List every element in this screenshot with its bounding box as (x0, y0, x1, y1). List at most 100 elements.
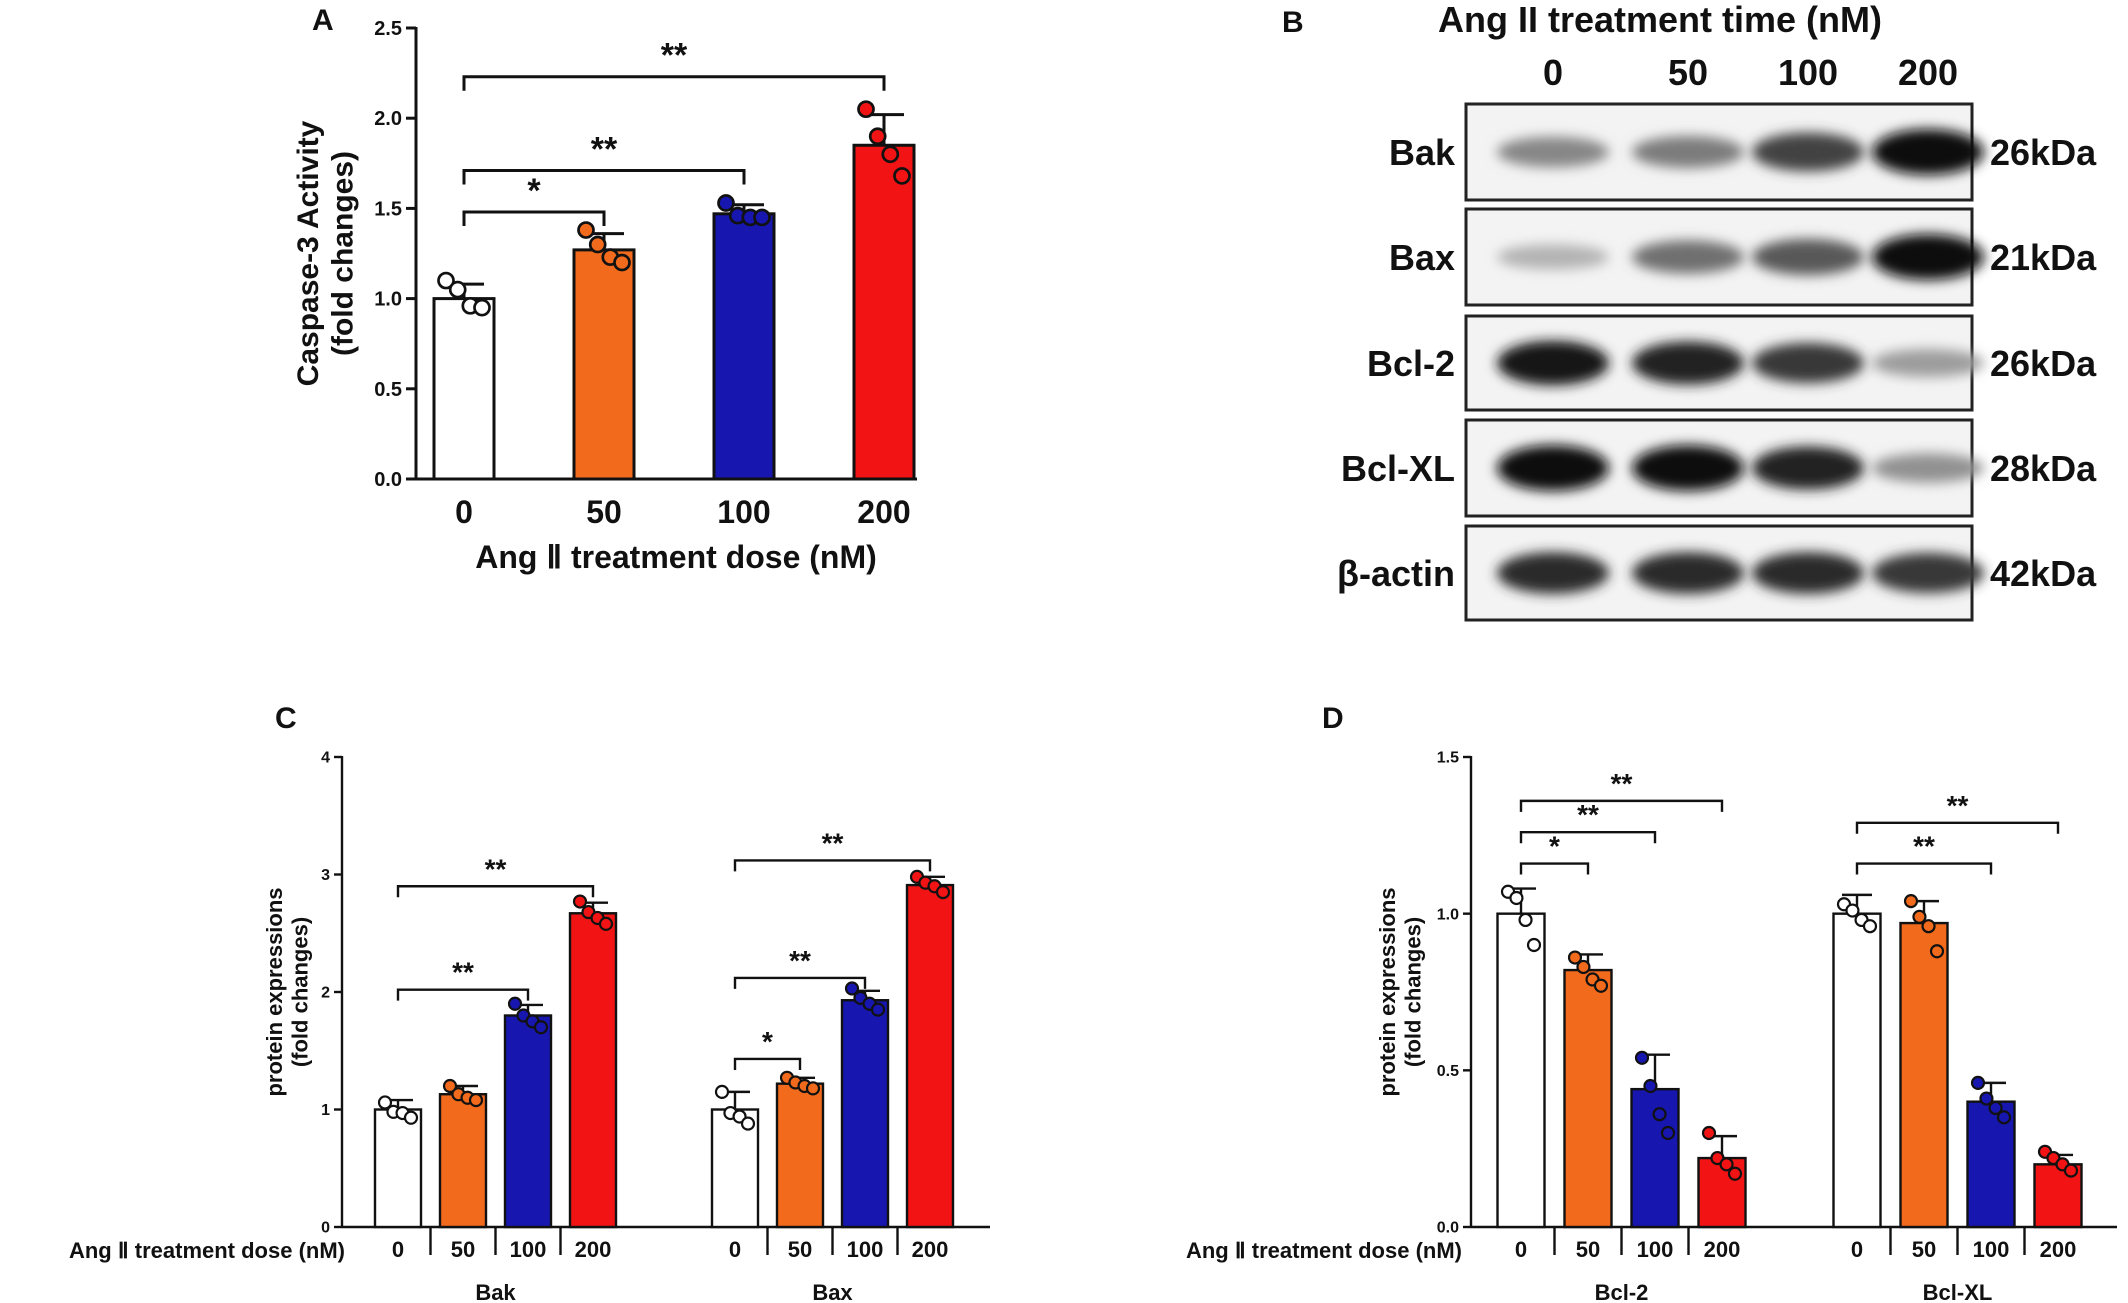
x-tick-label: 200 (857, 494, 910, 530)
data-point (714, 1084, 730, 1099)
x-tick-label: 100 (847, 1237, 884, 1262)
data-point (1701, 1125, 1717, 1141)
blot-band (1872, 349, 1984, 377)
data-point (1593, 978, 1609, 993)
data-point (740, 1116, 756, 1131)
bar (432, 297, 496, 481)
significance-bracket (462, 169, 746, 185)
bar (438, 1093, 488, 1229)
y-axis-title-line2: (fold changes) (287, 917, 312, 1067)
significance-label: ** (1611, 768, 1633, 799)
protein-label: Bak (1389, 132, 1456, 173)
panel-label-c: C (275, 702, 297, 735)
chart-d: 0.0 0.5 1.0 1.5 protein expressions(fold cha… (1186, 750, 2117, 1303)
significance-label: ** (661, 37, 688, 75)
blot-band (1752, 132, 1864, 172)
x-tick-label: 50 (1912, 1237, 1936, 1262)
x-tick-label: 0 (729, 1237, 741, 1262)
data-point (1518, 912, 1533, 928)
blot-title: Ang II treatment time (nM) (1438, 0, 1882, 40)
chart-c: 0 1 2 3 4 protein expressions(fold changes) 0 5… (69, 750, 990, 1303)
x-tick-label: 0 (392, 1237, 404, 1262)
data-point (468, 1093, 484, 1108)
data-point (377, 1095, 393, 1110)
data-point (1634, 1050, 1650, 1065)
data-point (1576, 959, 1591, 975)
blot-band (1872, 453, 1984, 483)
data-point (844, 981, 860, 996)
data-point (572, 894, 588, 909)
x-tick-label: 100 (510, 1237, 547, 1262)
y-tick-label: 1.5 (374, 198, 402, 220)
x-tick-label: 0 (1515, 1237, 1527, 1262)
data-point (437, 271, 455, 290)
protein-label: Bcl-2 (1367, 343, 1455, 384)
x-tick-label: 100 (717, 494, 770, 530)
data-point (717, 194, 735, 212)
blot-band (1632, 136, 1744, 168)
bar (775, 1082, 825, 1229)
significance-bracket (733, 976, 867, 989)
x-axis-title: Ang Ⅱ treatment dose (nM) (1186, 1238, 1462, 1263)
bar (712, 212, 776, 481)
data-point (533, 1020, 549, 1035)
x-tick-label: 50 (1576, 1237, 1600, 1262)
blot-band (1497, 244, 1609, 270)
y-axis-title-line1: Caspase-3 Activity (292, 120, 325, 386)
significance-label: ** (789, 945, 811, 976)
blot-band (1497, 445, 1609, 491)
data-point (1567, 950, 1583, 965)
y-tick-label: 1.0 (1437, 906, 1459, 923)
bar (1899, 921, 1949, 1229)
data-point (1970, 1075, 1986, 1090)
significance-bracket (1519, 799, 1724, 812)
y-axis-title-line1: protein expressions (1375, 887, 1400, 1096)
data-point (753, 208, 771, 227)
data-point (577, 221, 595, 239)
group-label: Bcl-2 (1595, 1280, 1649, 1303)
x-tick-label: 200 (2040, 1237, 2077, 1262)
data-point (1509, 890, 1524, 906)
blot-band (1497, 552, 1609, 594)
data-point (1996, 1110, 2012, 1125)
y-axis-title: protein expressions(fold changes) (262, 887, 312, 1096)
panel-label-b: B (1282, 6, 1304, 39)
blot-band (1632, 341, 1744, 385)
bar (568, 912, 618, 1229)
significance-bracket (733, 859, 932, 872)
data-point (598, 916, 614, 931)
significance-bracket (1519, 862, 1590, 875)
bar (840, 999, 890, 1229)
data-point (1643, 1078, 1658, 1094)
significance-label: ** (452, 957, 474, 988)
y-tick-label: 0 (321, 1220, 330, 1237)
data-point (805, 1081, 821, 1096)
blot-band (1632, 552, 1744, 594)
blot-band (1872, 129, 1984, 175)
significance-label: * (1549, 831, 1560, 862)
significance-bracket (1855, 862, 1993, 875)
y-tick-label: 0.0 (374, 469, 402, 491)
panel-label-a: A (312, 4, 334, 37)
significance-bracket (396, 885, 595, 898)
significance-label: ** (1947, 790, 1969, 821)
data-point (1862, 919, 1878, 934)
bar (905, 883, 955, 1229)
panel-label-d: D (1322, 702, 1344, 735)
bar (1563, 968, 1613, 1229)
data-point (870, 1002, 886, 1017)
y-axis-title-line2: (fold changes) (1400, 917, 1425, 1067)
y-tick-label: 4 (321, 750, 330, 767)
lane-label: 50 (1668, 52, 1708, 93)
molecular-weight-label: 26kDa (1990, 132, 2097, 173)
lane-label: 0 (1543, 52, 1563, 93)
data-point (507, 996, 523, 1011)
data-point (448, 280, 467, 299)
bar (852, 143, 916, 481)
y-tick-label: 1.5 (1437, 750, 1459, 767)
y-axis-title: protein expressions(fold changes) (1375, 887, 1425, 1096)
data-point (473, 298, 491, 317)
blot-band (1752, 446, 1864, 490)
significance-bracket (462, 75, 886, 91)
